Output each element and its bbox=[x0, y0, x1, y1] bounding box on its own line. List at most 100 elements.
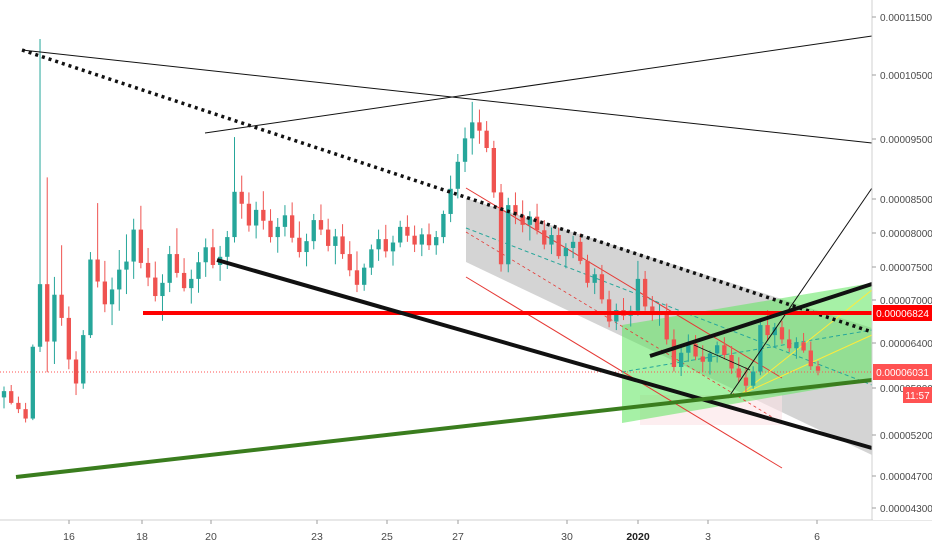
candle-body bbox=[448, 188, 453, 214]
candle-body bbox=[23, 409, 28, 419]
candle-body bbox=[412, 235, 417, 245]
trendline-small bbox=[693, 344, 751, 371]
candle-body bbox=[30, 346, 35, 419]
candle-body bbox=[383, 239, 388, 252]
y-tick-label: 0.00008000 bbox=[880, 229, 932, 240]
candle-body bbox=[390, 242, 396, 252]
candle-body bbox=[225, 237, 230, 257]
candle-body bbox=[455, 161, 460, 189]
candle-body bbox=[239, 191, 244, 204]
candle-body bbox=[714, 345, 720, 354]
green-support-line bbox=[15, 378, 873, 479]
red-channel-top bbox=[465, 187, 783, 379]
candle-body bbox=[534, 216, 540, 231]
candle-body bbox=[462, 138, 468, 162]
price-tag-label: 0.00006031 bbox=[876, 368, 929, 379]
candle-body bbox=[614, 310, 619, 322]
yellow-line-1 bbox=[739, 289, 873, 396]
candle-body bbox=[477, 122, 482, 131]
y-tick-label: 0.00006400 bbox=[880, 339, 932, 350]
candle-body bbox=[311, 220, 316, 242]
candle-body bbox=[484, 130, 489, 148]
x-tick-label: 25 bbox=[381, 531, 393, 543]
candle-body bbox=[297, 237, 302, 253]
candle-body bbox=[333, 236, 338, 246]
candle-body bbox=[585, 260, 590, 283]
price-tag-box bbox=[903, 387, 932, 403]
candle-body bbox=[261, 209, 266, 221]
time-axis[interactable] bbox=[0, 521, 932, 550]
candle-body bbox=[599, 274, 605, 300]
x-axis-labels: 16 18 20 23 25 27 30 2020 3 6 bbox=[63, 520, 820, 543]
candle-body bbox=[592, 274, 597, 283]
candle-body bbox=[434, 237, 439, 246]
candle-body bbox=[268, 220, 273, 238]
x-tick-label: 3 bbox=[705, 531, 711, 543]
candle-body bbox=[153, 277, 158, 297]
thick-rising-line bbox=[649, 282, 873, 358]
y-tick-label: 0.00005200 bbox=[880, 431, 932, 442]
candle-body bbox=[650, 306, 655, 316]
candle-body bbox=[376, 239, 381, 250]
candle-body bbox=[678, 352, 684, 367]
trendline-rising-top bbox=[204, 35, 873, 134]
teal-dashed-2 bbox=[621, 329, 873, 373]
candle-body bbox=[37, 284, 43, 347]
candle-body bbox=[772, 327, 777, 336]
candle-body bbox=[556, 235, 561, 257]
candle-body bbox=[671, 339, 677, 367]
candle-body bbox=[73, 359, 79, 384]
candle-body bbox=[405, 226, 410, 236]
candle-body bbox=[513, 205, 518, 216]
candle-body bbox=[419, 234, 424, 245]
candle-body bbox=[642, 278, 648, 307]
x-tick-label: 20 bbox=[205, 531, 217, 543]
candle-body bbox=[325, 229, 331, 246]
candle-body bbox=[426, 234, 432, 246]
candle-body bbox=[563, 247, 569, 257]
candle-body bbox=[542, 230, 547, 245]
candle-body bbox=[59, 294, 64, 318]
yellow-line-2 bbox=[739, 334, 873, 396]
candle-body bbox=[340, 236, 345, 255]
candle-body bbox=[304, 241, 309, 253]
trendline-long-top bbox=[21, 49, 873, 144]
price-tag-label: 0.00006824 bbox=[876, 309, 929, 320]
candle-body bbox=[758, 325, 763, 372]
candle-body bbox=[181, 272, 187, 289]
candle-body bbox=[441, 213, 446, 238]
candle-body bbox=[253, 209, 259, 226]
candle-body bbox=[16, 402, 21, 410]
candle-body bbox=[801, 342, 806, 351]
thick-support-line bbox=[216, 258, 873, 450]
candle-body bbox=[354, 270, 360, 285]
candle-body bbox=[318, 220, 324, 230]
x-tick-label: 18 bbox=[136, 531, 148, 543]
price-axis[interactable] bbox=[873, 0, 932, 520]
candle-body bbox=[787, 339, 792, 349]
trendline-steep bbox=[727, 187, 873, 399]
candle-body bbox=[808, 350, 813, 367]
price-tag-box bbox=[873, 305, 932, 321]
x-tick-label: 6 bbox=[814, 531, 820, 543]
candle-body bbox=[498, 192, 504, 265]
candle-body bbox=[635, 278, 641, 311]
candle-body bbox=[138, 229, 144, 263]
x-tick-label: 2020 bbox=[626, 531, 650, 543]
price-tag-box bbox=[873, 364, 932, 380]
candle-body bbox=[124, 261, 129, 270]
y-tick-label: 0.00004300 bbox=[880, 504, 932, 515]
candle-body bbox=[9, 391, 14, 403]
candle-body bbox=[506, 205, 511, 265]
x-tick-label: 30 bbox=[561, 531, 573, 543]
candle-body bbox=[45, 284, 50, 342]
candle-body bbox=[289, 215, 295, 238]
x-tick-label: 27 bbox=[452, 531, 464, 543]
price-tag-label: 11:57 bbox=[905, 391, 930, 402]
candle-body bbox=[189, 278, 194, 289]
x-tick-label: 23 bbox=[311, 531, 323, 543]
candle-body bbox=[693, 343, 698, 357]
y-tick-label: 0.00008500 bbox=[880, 195, 932, 206]
